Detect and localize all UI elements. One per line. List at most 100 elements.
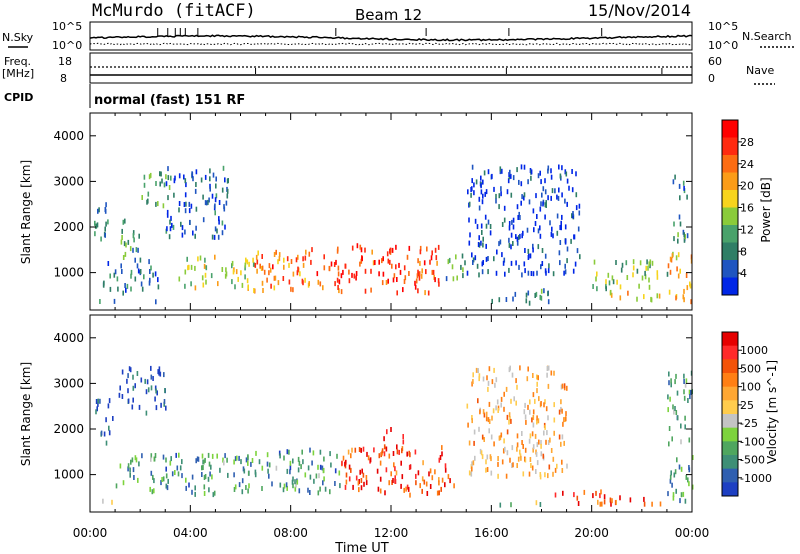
data-cell (403, 488, 405, 493)
data-cell (387, 279, 389, 284)
data-cell (192, 475, 194, 480)
data-cell (434, 469, 436, 474)
data-cell (329, 489, 331, 494)
data-cell (291, 259, 293, 264)
data-cell (337, 247, 339, 252)
data-cell (386, 280, 388, 285)
data-cell (383, 436, 385, 441)
data-cell (562, 384, 564, 389)
data-cell (195, 458, 197, 463)
data-cell (540, 234, 542, 239)
data-cell (188, 483, 190, 488)
data-cell (527, 367, 529, 372)
data-cell (247, 461, 249, 466)
data-cell (338, 266, 340, 271)
data-cell (200, 256, 202, 261)
data-cell (308, 465, 310, 470)
data-cell (185, 478, 187, 483)
power-colorbar-label: Power [dB] (759, 177, 773, 242)
data-cell (530, 176, 532, 181)
data-cell (127, 388, 129, 393)
data-cell (544, 215, 546, 220)
data-cell (498, 241, 500, 246)
data-cell (486, 375, 488, 380)
data-cell (688, 465, 690, 470)
data-cell (540, 201, 542, 206)
data-cell (640, 260, 642, 265)
data-cell (361, 478, 363, 483)
data-cell (478, 242, 480, 247)
data-cell (140, 269, 142, 274)
data-cell (469, 441, 471, 446)
data-cell (99, 399, 101, 404)
data-cell (319, 487, 321, 492)
data-cell (134, 383, 136, 388)
data-cell (218, 235, 220, 240)
data-cell (533, 409, 535, 414)
data-cell (339, 471, 341, 476)
data-cell (540, 295, 542, 300)
data-cell (262, 266, 264, 271)
data-cell (669, 397, 671, 402)
data-cell (402, 287, 404, 292)
data-cell (366, 480, 368, 485)
data-cell (267, 452, 269, 457)
data-cell (422, 476, 424, 481)
data-cell (547, 473, 549, 478)
colorbar-swatch (722, 346, 738, 360)
data-cell (597, 500, 599, 505)
data-cell (133, 475, 135, 480)
data-cell (674, 473, 676, 478)
data-cell (189, 202, 191, 207)
data-cell (184, 230, 186, 235)
freq-tick-high: 18 (58, 55, 72, 68)
data-cell (178, 453, 180, 458)
data-cell (549, 465, 551, 470)
data-cell (227, 189, 229, 194)
data-cell (482, 269, 484, 274)
data-cell (487, 455, 489, 460)
data-cell (689, 394, 691, 399)
data-cell (205, 273, 207, 278)
data-cell (538, 173, 540, 178)
data-cell (669, 290, 671, 295)
data-cell (432, 475, 434, 480)
data-cell (551, 371, 553, 376)
data-cell (382, 256, 384, 261)
data-cell (297, 480, 299, 485)
data-cell (544, 178, 546, 183)
data-cell (476, 368, 478, 373)
data-cell (227, 194, 229, 199)
data-cell (504, 447, 506, 452)
data-cell (299, 488, 301, 493)
data-cell (525, 458, 527, 463)
data-cell (558, 188, 560, 193)
data-cell (325, 487, 327, 492)
data-cell (489, 366, 491, 371)
data-cell (185, 270, 187, 275)
data-cell (214, 235, 216, 240)
colorbar-tick-label: -500 (740, 454, 765, 467)
data-cell (386, 429, 388, 434)
data-cell (169, 185, 171, 190)
data-cell (105, 417, 107, 422)
data-cell (279, 453, 281, 458)
data-cell (672, 404, 674, 409)
data-cell (644, 271, 646, 276)
data-cell (289, 280, 291, 285)
data-cell (441, 445, 443, 450)
data-cell (275, 276, 277, 281)
data-cell (677, 239, 679, 244)
data-cell (511, 220, 513, 225)
data-cell (233, 472, 235, 477)
data-cell (684, 396, 686, 401)
data-cell (686, 273, 688, 278)
data-cell (202, 454, 204, 459)
cpid-label: CPID (4, 91, 33, 104)
data-cell (524, 165, 526, 170)
data-cell (533, 423, 535, 428)
data-cell (604, 494, 606, 499)
data-cell (182, 233, 184, 238)
data-cell (484, 170, 486, 175)
data-cell (481, 189, 483, 194)
